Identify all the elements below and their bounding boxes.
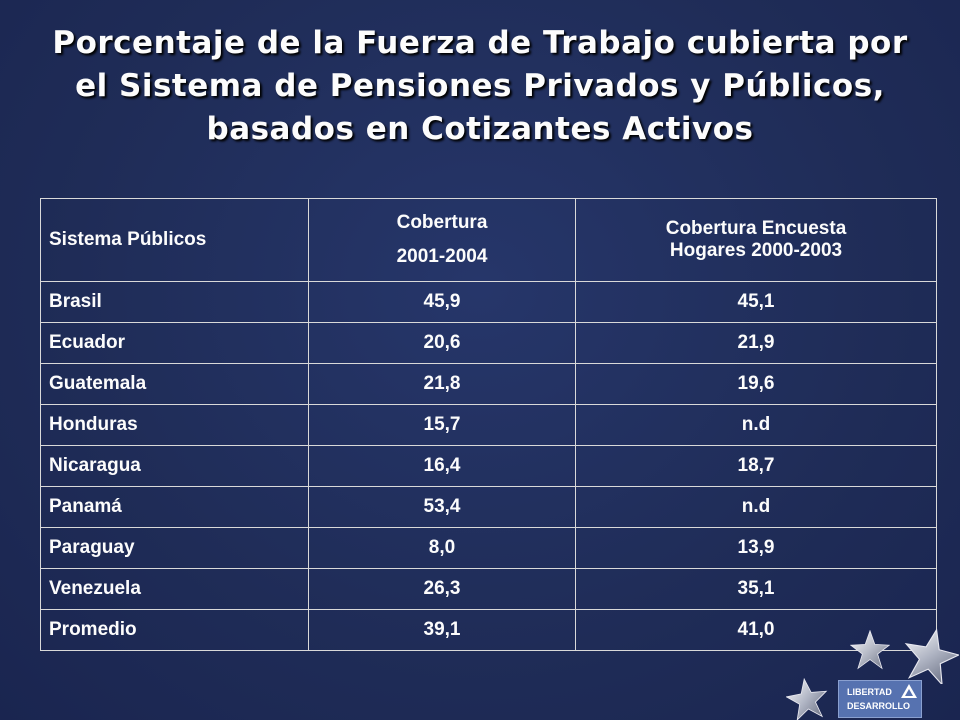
encuesta-cell: 41,0 (575, 609, 937, 651)
country-cell: Promedio (40, 609, 309, 651)
header-encuesta: Cobertura Encuesta Hogares 2000-2003 (575, 198, 937, 282)
table-row: Nicaragua 16,4 18,7 (40, 445, 937, 487)
cobertura-cell: 15,7 (308, 404, 576, 446)
country-cell: Guatemala (40, 363, 309, 405)
encuesta-cell: 13,9 (575, 527, 937, 569)
encuesta-cell: 18,7 (575, 445, 937, 487)
table-row: Venezuela 26,3 35,1 (40, 568, 937, 610)
logo-triangle-icon (901, 684, 917, 698)
encuesta-cell: 45,1 (575, 281, 937, 323)
logo-text: LIBERTAD DESARROLLO (847, 685, 910, 713)
table-row-promedio: Promedio 39,1 41,0 (40, 609, 937, 651)
title-line-1: Porcentaje de la Fuerza de Trabajo cubie… (52, 25, 908, 61)
cobertura-cell: 26,3 (308, 568, 576, 610)
star-icon (850, 630, 890, 670)
slide-title: Porcentaje de la Fuerza de Trabajo cubie… (20, 22, 940, 151)
country-cell: Paraguay (40, 527, 309, 569)
table-row: Paraguay 8,0 13,9 (40, 527, 937, 569)
title-line-3: basados en Cotizantes Activos (206, 111, 754, 147)
country-cell: Brasil (40, 281, 309, 323)
star-icon (786, 678, 828, 720)
country-cell: Honduras (40, 404, 309, 446)
cobertura-cell: 21,8 (308, 363, 576, 405)
header-cobertura: Cobertura 2001-2004 (308, 198, 576, 282)
title-line-2: el Sistema de Pensiones Privados y Públi… (75, 68, 885, 104)
country-cell: Nicaragua (40, 445, 309, 487)
encuesta-cell: 19,6 (575, 363, 937, 405)
table-row: Guatemala 21,8 19,6 (40, 363, 937, 405)
table-row: Panamá 53,4 n.d (40, 486, 937, 528)
encuesta-cell: 35,1 (575, 568, 937, 610)
encuesta-cell: n.d (575, 404, 937, 446)
cobertura-cell: 8,0 (308, 527, 576, 569)
header-cobertura-period: 2001-2004 (396, 246, 488, 267)
star-icon (904, 628, 959, 684)
table-row: Ecuador 20,6 21,9 (40, 322, 937, 364)
cobertura-cell: 16,4 (308, 445, 576, 487)
cobertura-cell: 45,9 (308, 281, 576, 323)
header-encuesta-period: Hogares 2000-2003 (669, 240, 843, 261)
coverage-table: Sistema Públicos Cobertura 2001-2004 Cob… (40, 198, 937, 651)
cobertura-cell: 39,1 (308, 609, 576, 651)
header-sistema: Sistema Públicos (40, 198, 309, 282)
header-cobertura-label: Cobertura (396, 212, 488, 233)
logo-line-2: DESARROLLO (847, 701, 910, 711)
cobertura-cell: 53,4 (308, 486, 576, 528)
table-row: Brasil 45,9 45,1 (40, 281, 937, 323)
encuesta-cell: 21,9 (575, 322, 937, 364)
table-header-row: Sistema Públicos Cobertura 2001-2004 Cob… (40, 198, 937, 282)
libertad-desarrollo-logo: LIBERTAD DESARROLLO (838, 680, 922, 718)
table-row: Honduras 15,7 n.d (40, 404, 937, 446)
logo-line-1: LIBERTAD (847, 687, 892, 697)
encuesta-cell: n.d (575, 486, 937, 528)
country-cell: Ecuador (40, 322, 309, 364)
cobertura-cell: 20,6 (308, 322, 576, 364)
country-cell: Panamá (40, 486, 309, 528)
header-encuesta-label: Cobertura Encuesta (665, 218, 847, 239)
country-cell: Venezuela (40, 568, 309, 610)
